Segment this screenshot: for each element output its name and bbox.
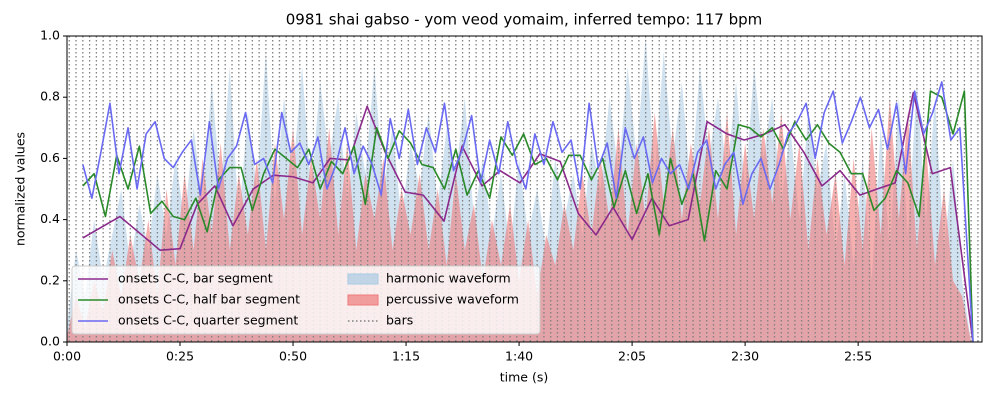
legend-label: bars: [386, 313, 413, 328]
y-tick-label: 1.0: [40, 28, 60, 43]
x-axis-label: time (s): [500, 370, 548, 385]
legend-label: onsets C-C, quarter segment: [118, 313, 298, 328]
series-line: [82, 81, 974, 342]
chart-title: 0981 shai gabso - yom veod yomaim, infer…: [286, 11, 762, 29]
x-tick-label: 0:50: [279, 349, 307, 364]
x-tick-label: 1:15: [392, 349, 420, 364]
legend-handle: [347, 273, 379, 285]
legend-box: [71, 265, 541, 335]
x-tick-label: 1:40: [505, 349, 533, 364]
x-tick-label: 2:05: [618, 349, 646, 364]
x-tick-label: 0:25: [166, 349, 194, 364]
legend-handle: [347, 294, 379, 306]
series-line: [82, 91, 974, 342]
y-tick-label: 0.0: [40, 334, 60, 349]
legend-label: harmonic waveform: [386, 271, 511, 286]
y-tick-label: 0.2: [40, 272, 60, 287]
x-tick-label: 2:55: [844, 349, 872, 364]
y-tick-label: 0.8: [40, 89, 60, 104]
x-tick-label: 0:00: [53, 349, 81, 364]
legend-label: onsets C-C, bar segment: [118, 271, 273, 286]
axes-frame: [66, 35, 983, 343]
x-tick-label: 2:30: [731, 349, 759, 364]
legend: onsets C-C, bar segment onsets C-C, half …: [71, 265, 541, 335]
y-tick-label: 0.6: [40, 150, 60, 165]
y-axis-label: normalized values: [13, 132, 28, 246]
y-tick-label: 0.4: [40, 211, 60, 226]
legend-label: onsets C-C, half bar segment: [118, 292, 300, 307]
legend-label: percussive waveform: [386, 292, 519, 307]
series-line: [82, 90, 974, 342]
